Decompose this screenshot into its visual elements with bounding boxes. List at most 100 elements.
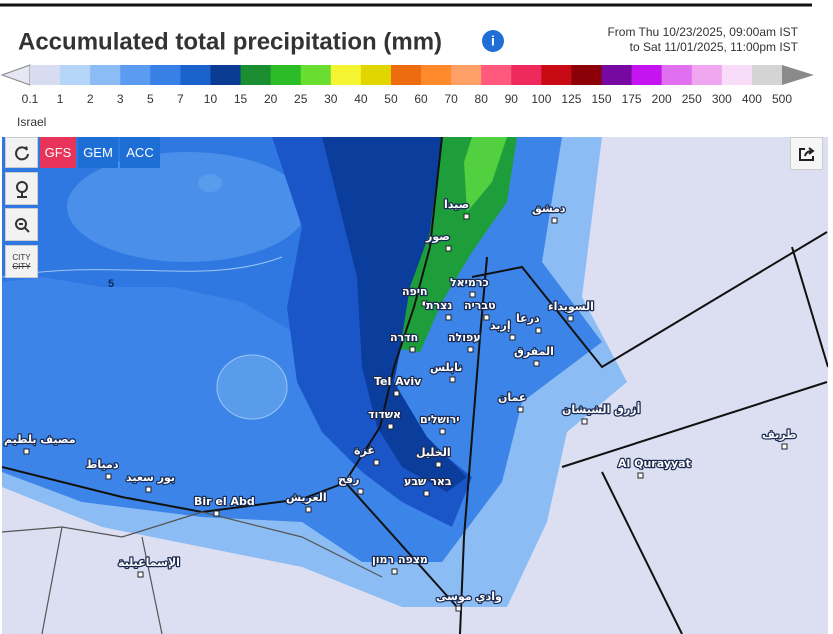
city-label: غزة [354, 444, 375, 457]
city-marker [581, 418, 588, 425]
city-marker [137, 571, 144, 578]
model-button[interactable]: ACC [120, 137, 160, 168]
rain-zone [216, 354, 288, 420]
city-label: دمياط [86, 458, 119, 471]
header: Accumulated total precipitation (mm) i F… [0, 3, 814, 129]
city-label: السويداء [548, 300, 594, 313]
city-label: חדרה [390, 331, 418, 344]
city-label: CITY [12, 252, 31, 262]
city-label: عمان [498, 391, 526, 404]
date-from: From Thu 10/23/2025, 09:00am IST [607, 25, 798, 39]
city-label-off: CITY [12, 261, 31, 271]
refresh-icon [14, 145, 29, 160]
city-marker [445, 314, 452, 321]
city-marker [445, 245, 452, 252]
legend-label: 80 [475, 92, 489, 106]
region-label: Israel [17, 115, 46, 129]
city-marker [23, 448, 30, 455]
city-label: טבריה [464, 299, 496, 312]
model-button[interactable]: GEM [78, 137, 118, 168]
city-marker [781, 443, 788, 450]
legend-swatch [210, 65, 242, 85]
city-marker [535, 327, 542, 334]
legend-label: 10 [204, 92, 218, 106]
city-label: العريش [286, 491, 327, 504]
legend-label: 300 [712, 92, 732, 106]
cities: Tel Aviv חיפה כרמיאל טבריה נצרת עפולה חדרה نابل… [3, 197, 798, 612]
city-label: כרמיאל [450, 276, 489, 289]
rain-zone [464, 137, 507, 212]
share-button[interactable] [790, 137, 823, 170]
contour [2, 256, 283, 278]
city-marker [439, 428, 446, 435]
refresh-button[interactable] [5, 137, 38, 168]
city-label: אשדוד [368, 408, 401, 421]
city-marker [387, 423, 394, 430]
share-icon [798, 146, 815, 161]
road [2, 511, 383, 634]
rain-zone [322, 137, 467, 492]
city-marker [469, 291, 476, 298]
legend-label: 200 [652, 92, 672, 106]
legend-swatch [270, 65, 302, 85]
rain-zone [400, 137, 517, 352]
legend-label: 70 [444, 92, 458, 106]
location-button[interactable] [5, 172, 38, 205]
legend-label: 100 [531, 92, 551, 106]
info-icon[interactable] [482, 30, 504, 52]
city-label: الإسماعيلية [118, 556, 180, 569]
legend-arrow-high [782, 65, 814, 85]
rain-zone [67, 152, 307, 262]
zoom-button[interactable] [5, 208, 38, 241]
legend-swatch [721, 65, 753, 85]
contour-label: 5 [108, 278, 114, 290]
legend-swatch [300, 65, 332, 85]
legend-label: 90 [505, 92, 519, 106]
legend-swatch [541, 65, 572, 85]
city-marker [421, 300, 428, 307]
legend-label: 60 [414, 92, 428, 106]
city-marker [105, 473, 112, 480]
city-marker [637, 472, 644, 479]
city-marker [455, 605, 462, 612]
legend-label: 7 [177, 92, 184, 106]
legend-swatch [30, 65, 61, 85]
city-label: עפולה [448, 331, 481, 344]
legend-swatch [240, 65, 272, 85]
legend-swatch [390, 65, 422, 85]
legend-label: 250 [682, 92, 702, 106]
city-marker [305, 506, 312, 513]
model-button[interactable]: GFS [40, 137, 76, 168]
city-toggle[interactable]: CITY CITY [5, 245, 38, 278]
city-label: الخليل [416, 446, 451, 459]
city-marker [467, 346, 474, 353]
legend-swatch [451, 65, 482, 85]
city-label: نابلس [430, 361, 462, 374]
legend-label: 20 [264, 92, 278, 106]
city-label: Bir el Abd [194, 495, 255, 508]
info-glyph: i [491, 33, 495, 49]
city-label: مصيف بلطيم [4, 433, 76, 446]
city-label: Tel Aviv [374, 375, 422, 388]
city-label: طريف [762, 428, 796, 441]
legend-label: 0.1 [22, 92, 39, 106]
city-label: بور سعيد [126, 471, 175, 484]
city-label: أزرق الشيشان [562, 402, 640, 416]
legend-swatch [360, 65, 392, 85]
city-label: נצרת [426, 299, 452, 312]
border [471, 231, 828, 369]
city-marker [145, 486, 152, 493]
legend-swatch [120, 65, 151, 85]
border [459, 256, 488, 634]
city-marker [449, 376, 456, 383]
zoom-icon [14, 217, 30, 233]
rain-zone [198, 174, 222, 192]
city-label: دمشق [532, 202, 566, 215]
legend-label: 2 [87, 92, 94, 106]
legend-swatch [691, 65, 723, 85]
city-marker [357, 488, 364, 495]
legend-swatch [90, 65, 121, 85]
city-label: رفح [338, 473, 359, 486]
legend-label: 15 [234, 92, 248, 106]
